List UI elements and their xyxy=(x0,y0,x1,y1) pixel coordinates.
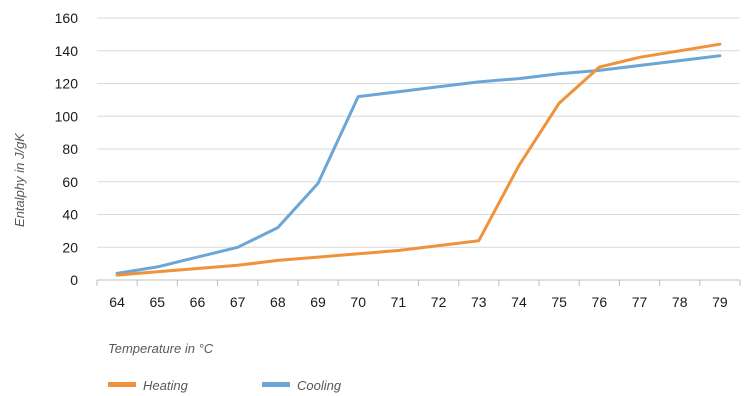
x-tick-label: 79 xyxy=(712,294,728,310)
y-tick-label: 40 xyxy=(62,207,78,223)
x-tick-labels: 64 65 66 67 68 69 70 71 72 73 74 75 76 77 78 79 xyxy=(109,294,728,310)
y-tick-label: 140 xyxy=(55,43,79,59)
y-tick-label: 120 xyxy=(55,76,79,92)
x-tick-label: 76 xyxy=(592,294,608,310)
y-tick-label: 80 xyxy=(62,141,78,157)
legend-swatch-heating xyxy=(108,382,136,387)
legend-swatch-cooling xyxy=(262,382,290,387)
y-axis-label: Entalphy in J/gK xyxy=(12,132,27,227)
x-tick-label: 68 xyxy=(270,294,286,310)
y-tick-label: 100 xyxy=(55,108,79,124)
x-tick-label: 77 xyxy=(632,294,648,310)
y-tick-label: 160 xyxy=(55,10,79,26)
legend-label-cooling: Cooling xyxy=(297,378,342,393)
x-tick-label: 69 xyxy=(310,294,326,310)
x-axis-label: Temperature in °C xyxy=(108,341,214,356)
x-tick-label: 67 xyxy=(230,294,246,310)
x-tick-label: 72 xyxy=(431,294,447,310)
y-tick-label: 60 xyxy=(62,174,78,190)
x-tick-label: 70 xyxy=(350,294,366,310)
x-tick-label: 74 xyxy=(511,294,527,310)
y-tick-label: 20 xyxy=(62,239,78,255)
axes xyxy=(96,279,741,286)
y-tick-label: 0 xyxy=(70,272,78,288)
x-tick-label: 73 xyxy=(471,294,487,310)
gridlines xyxy=(97,17,740,248)
x-tick-label: 65 xyxy=(149,294,165,310)
legend: Heating Cooling xyxy=(108,378,342,393)
x-tick-label: 66 xyxy=(190,294,206,310)
x-tick-label: 78 xyxy=(672,294,688,310)
y-tick-labels: 0 20 40 60 80 100 120 140 160 xyxy=(55,10,79,288)
legend-label-heating: Heating xyxy=(143,378,189,393)
x-tick-label: 64 xyxy=(109,294,125,310)
series-lines xyxy=(115,42,722,277)
x-tick-label: 71 xyxy=(391,294,407,310)
series-line-heating xyxy=(115,42,722,277)
series-line-cooling xyxy=(115,54,722,275)
x-tick-label: 75 xyxy=(551,294,567,310)
